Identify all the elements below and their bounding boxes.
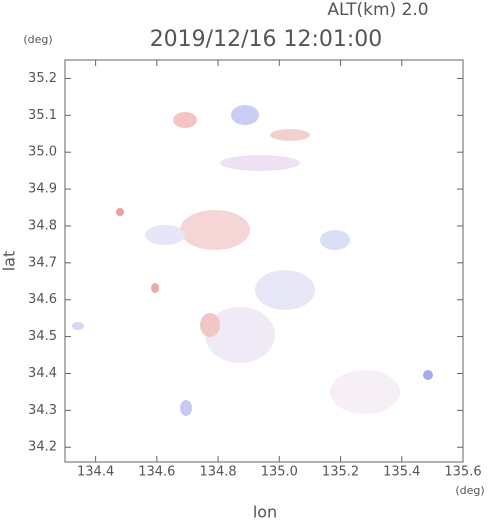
x-tick-label: 135.4: [383, 465, 420, 480]
echo: [330, 370, 400, 414]
echo: [145, 225, 185, 245]
y-tick-label: 34.9: [28, 182, 57, 197]
x-tick-label: 134.6: [138, 465, 175, 480]
y-tick-label: 34.8: [28, 218, 57, 233]
echo: [151, 283, 159, 293]
echo: [205, 307, 275, 363]
y-tick-label: 34.4: [28, 366, 57, 381]
y-tick-label: 34.2: [28, 440, 57, 455]
y-tick-label: 34.6: [28, 292, 57, 307]
y-tick-label: 34.5: [28, 329, 57, 344]
echo: [200, 313, 220, 337]
altitude-label: ALT(km) 2.0: [327, 0, 428, 20]
y-tick-label: 34.7: [28, 255, 57, 270]
y-axis-title: lat: [0, 251, 19, 272]
y-tick-label: 35.2: [28, 71, 57, 86]
y-tick-label: 35.0: [28, 145, 57, 160]
echo: [116, 208, 124, 216]
plot-frame: [64, 59, 464, 463]
echo: [255, 270, 315, 310]
x-tick-label: 135.2: [322, 465, 359, 480]
chart-title: 2019/12/16 12:01:00: [150, 27, 383, 52]
x-unit: (deg): [455, 484, 484, 497]
x-tick-label: 134.8: [199, 465, 236, 480]
x-tick-label: 135.6: [444, 465, 481, 480]
x-tick-label: 134.4: [77, 465, 114, 480]
y-tick-label: 35.1: [28, 108, 57, 123]
echo: [231, 105, 259, 125]
x-axis-title: lon: [253, 503, 277, 522]
echo: [423, 370, 433, 380]
echo: [180, 400, 192, 416]
echo: [270, 129, 310, 141]
echo: [320, 230, 350, 250]
echo: [173, 112, 197, 128]
echo: [72, 322, 84, 330]
echo: [180, 210, 250, 250]
echoes: [72, 105, 433, 416]
echo: [220, 155, 300, 171]
y-unit: (deg): [23, 33, 52, 46]
x-tick-label: 135.0: [261, 465, 298, 480]
y-tick-label: 34.3: [28, 403, 57, 418]
